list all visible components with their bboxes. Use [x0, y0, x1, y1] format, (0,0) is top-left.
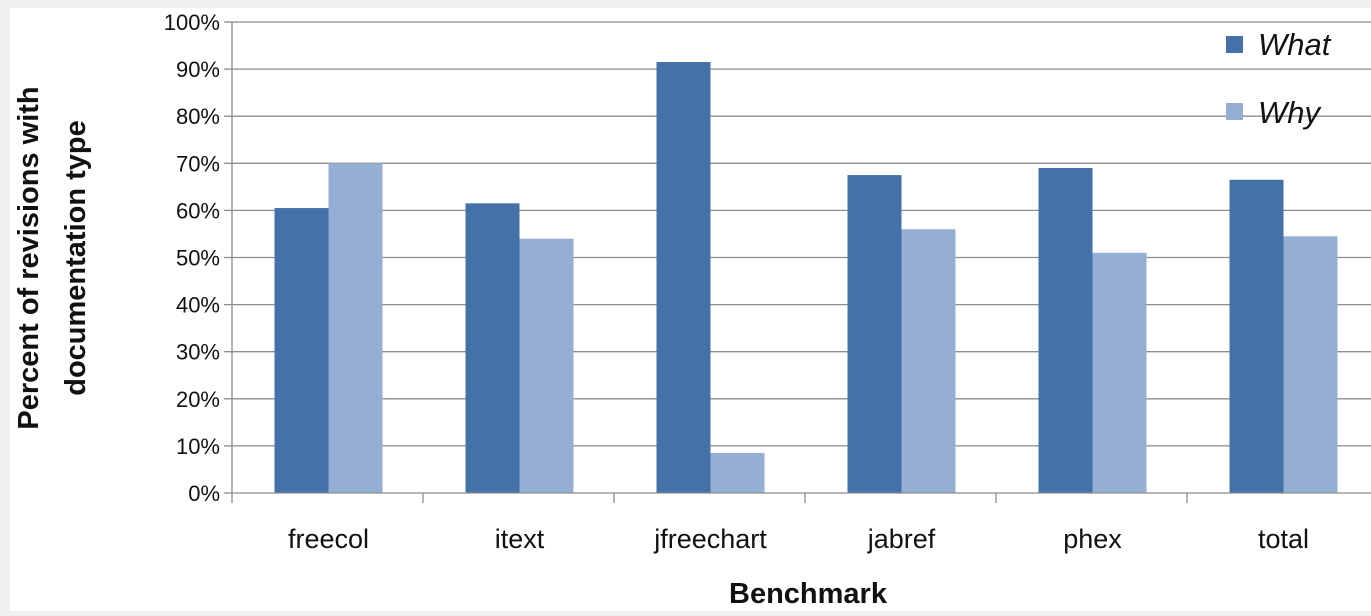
x-axis-title: Benchmark — [729, 578, 888, 610]
bar-why-jabref — [901, 229, 956, 494]
legend-label-why: Why — [1258, 95, 1323, 130]
legend-label-what: What — [1258, 27, 1332, 62]
y-tick-label: 20% — [176, 387, 220, 412]
gridlines — [232, 21, 1371, 447]
legend: What Why — [1226, 27, 1332, 130]
x-tick-label: itext — [495, 524, 545, 554]
y-tick-label: 80% — [176, 104, 220, 129]
x-tick-labels: freecol itext jfreechart jabref phex total — [288, 524, 1309, 554]
x-tick-label: phex — [1063, 524, 1122, 554]
bar-what-total — [1229, 179, 1284, 493]
y-tick-label: 50% — [176, 246, 220, 271]
bar-why-jfreechart — [710, 452, 765, 493]
bar-what-phex — [1038, 168, 1093, 493]
x-tick-label: jabref — [867, 524, 936, 554]
x-tick-label: jfreechart — [653, 524, 767, 554]
bar-what-freecol — [274, 208, 329, 494]
y-axis-title-line1: Percent of revisions with — [13, 86, 45, 429]
legend-swatch-what — [1226, 36, 1243, 53]
x-tick-label: freecol — [288, 524, 369, 554]
legend-swatch-why — [1226, 103, 1243, 120]
bar-what-jabref — [847, 175, 902, 493]
y-tick-label: 90% — [176, 57, 220, 82]
bar-why-freecol — [328, 163, 383, 494]
bar-what-itext — [465, 203, 520, 493]
bars — [274, 62, 1338, 494]
bar-what-jfreechart — [656, 62, 711, 493]
y-tick-label: 70% — [176, 151, 220, 176]
y-tick-label: 30% — [176, 340, 220, 365]
bar-why-total — [1283, 236, 1338, 493]
y-tick-label: 40% — [176, 293, 220, 318]
y-tick-label: 10% — [176, 434, 220, 459]
y-tick-label: 100% — [164, 10, 220, 35]
y-axis-title-line2: documentation type — [60, 120, 92, 396]
y-tick-label: 0% — [188, 481, 220, 506]
y-tick-label: 60% — [176, 198, 220, 223]
x-tick-label: total — [1258, 524, 1309, 554]
axes — [224, 21, 1371, 503]
bar-why-itext — [519, 238, 574, 493]
y-tick-labels: 0% 10% 20% 30% 40% 50% 60% 70% 80% 90% 100% — [164, 10, 220, 506]
bar-why-phex — [1092, 252, 1147, 493]
